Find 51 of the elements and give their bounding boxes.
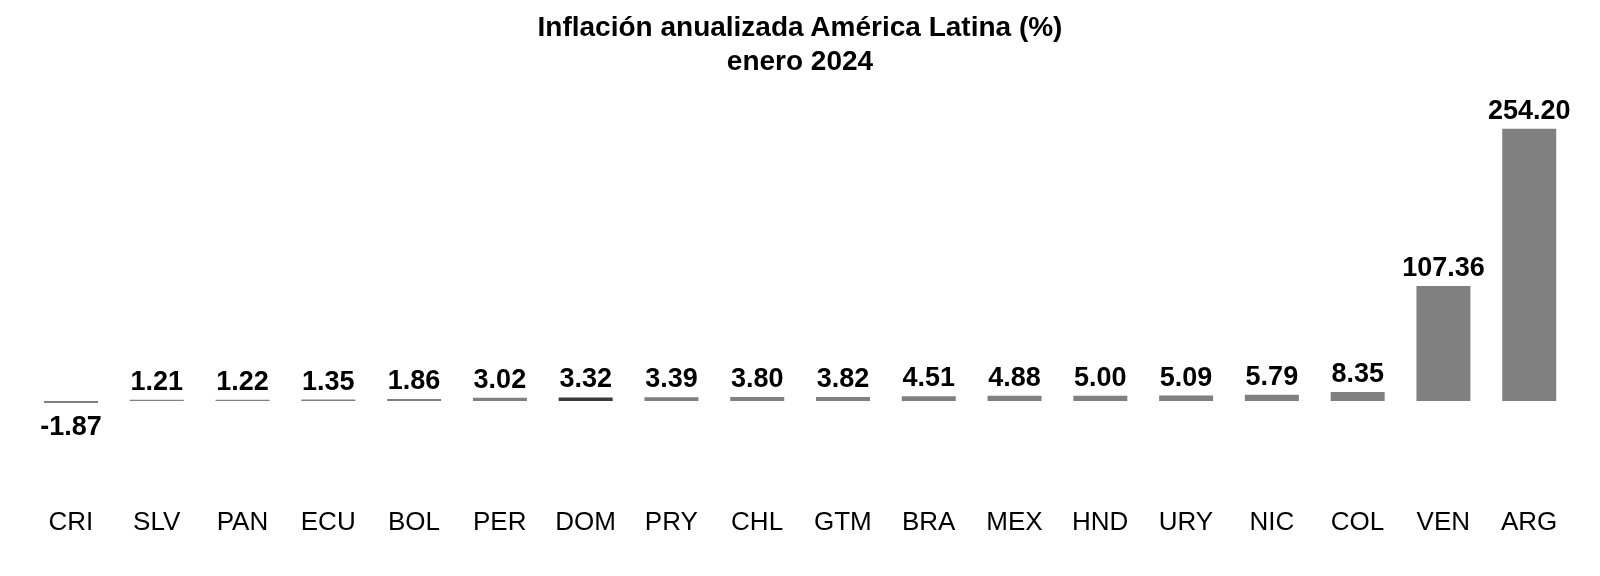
bar [1073,395,1128,401]
x-tick-label: ECU [300,506,356,537]
data-label: -1.87 [40,411,102,441]
x-tick-label: MEX [986,506,1043,537]
data-label: 5.79 [1245,360,1299,391]
bar [816,396,870,401]
bar [472,397,527,401]
data-label: 3.82 [816,362,870,393]
data-label: 8.35 [1331,358,1384,389]
data-label: 3.39 [645,363,698,394]
x-tick-label: URY [1158,506,1214,537]
bar [1330,392,1385,401]
bar [1416,286,1471,401]
data-label: 1.86 [387,365,441,396]
x-tick-label: BOL [387,506,441,537]
x-tick-label: HND [1072,506,1129,537]
data-label: 4.51 [902,362,956,393]
x-tick-label: PER [473,506,527,537]
x-tick-label: BRA [901,506,957,537]
chart-subtitle: enero 2024 [725,44,875,78]
data-label: 3.02 [473,363,527,394]
data-label: 107.36 [1402,252,1485,283]
x-tick-label: NIC [1249,506,1295,537]
x-tick-label: ARG [1500,506,1558,537]
bar [987,395,1042,401]
bar [1159,395,1214,401]
data-label: 3.32 [559,363,612,394]
x-tick-label: VEN [1416,506,1471,537]
data-label: 4.88 [988,361,1041,392]
bar [1502,128,1557,401]
data-label: 5.09 [1159,361,1213,392]
bar [1244,394,1299,401]
data-label: 1.21 [130,365,184,396]
data-label: 1.35 [302,365,355,396]
bar [644,397,699,401]
x-tick-label: PRY [644,506,698,537]
data-label: 3.80 [730,362,784,393]
data-label: 1.22 [216,365,269,396]
bar [730,396,785,401]
x-tick-label: GTM [814,506,872,537]
x-tick-label: CHL [731,506,784,537]
x-tick-label: CRI [48,506,94,537]
chart-title: Inflación anualizada América Latina (%) [536,10,1064,44]
x-tick-label: SLV [133,506,181,537]
data-label: 5.00 [1074,361,1127,392]
bar [901,396,956,401]
data-label: 254.20 [1487,94,1571,125]
x-tick-label: COL [1330,506,1385,537]
x-tick-label: DOM [555,506,616,537]
bar [558,397,613,401]
x-tick-label: PAN [216,506,269,537]
